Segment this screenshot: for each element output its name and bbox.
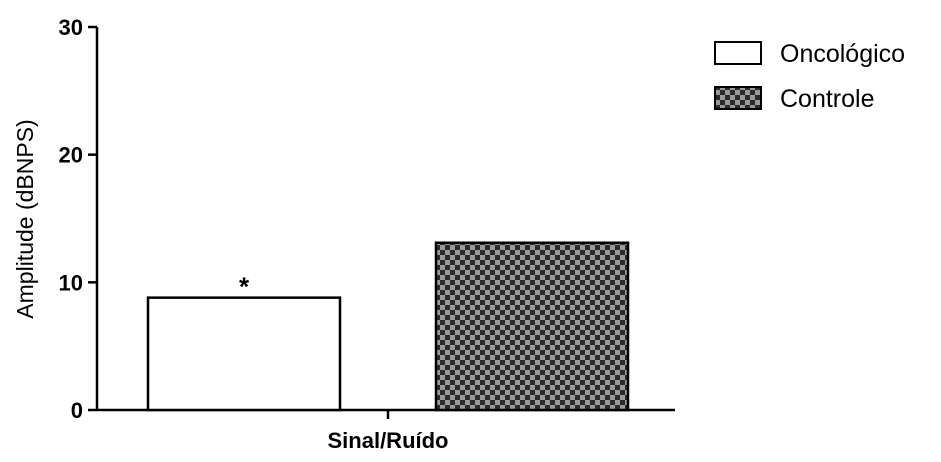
bar-controle — [434, 241, 630, 412]
bar-oncologico — [146, 296, 342, 412]
significance-marker: * — [239, 272, 250, 302]
annotations-group: * — [239, 272, 250, 302]
x-axis-ticks: Sinal/Ruído — [328, 410, 449, 453]
legend-label-oncologico: Oncológico — [780, 40, 905, 68]
y-tick-label: 0 — [71, 398, 83, 423]
bars-group — [146, 241, 630, 412]
legend-swatch-controle — [714, 86, 762, 110]
y-tick-label: 30 — [59, 15, 83, 40]
x-category-label: Sinal/Ruído — [328, 428, 449, 453]
legend-swatch-oncologico — [714, 41, 762, 65]
y-axis-title: Amplitude (dBNPS) — [12, 119, 38, 318]
y-tick-label: 20 — [59, 143, 83, 168]
legend: Oncológico Controle — [714, 40, 905, 113]
y-tick-label: 10 — [59, 270, 83, 295]
y-axis-ticks: 0 10 20 30 — [59, 15, 97, 423]
legend-label-controle: Controle — [780, 85, 875, 113]
